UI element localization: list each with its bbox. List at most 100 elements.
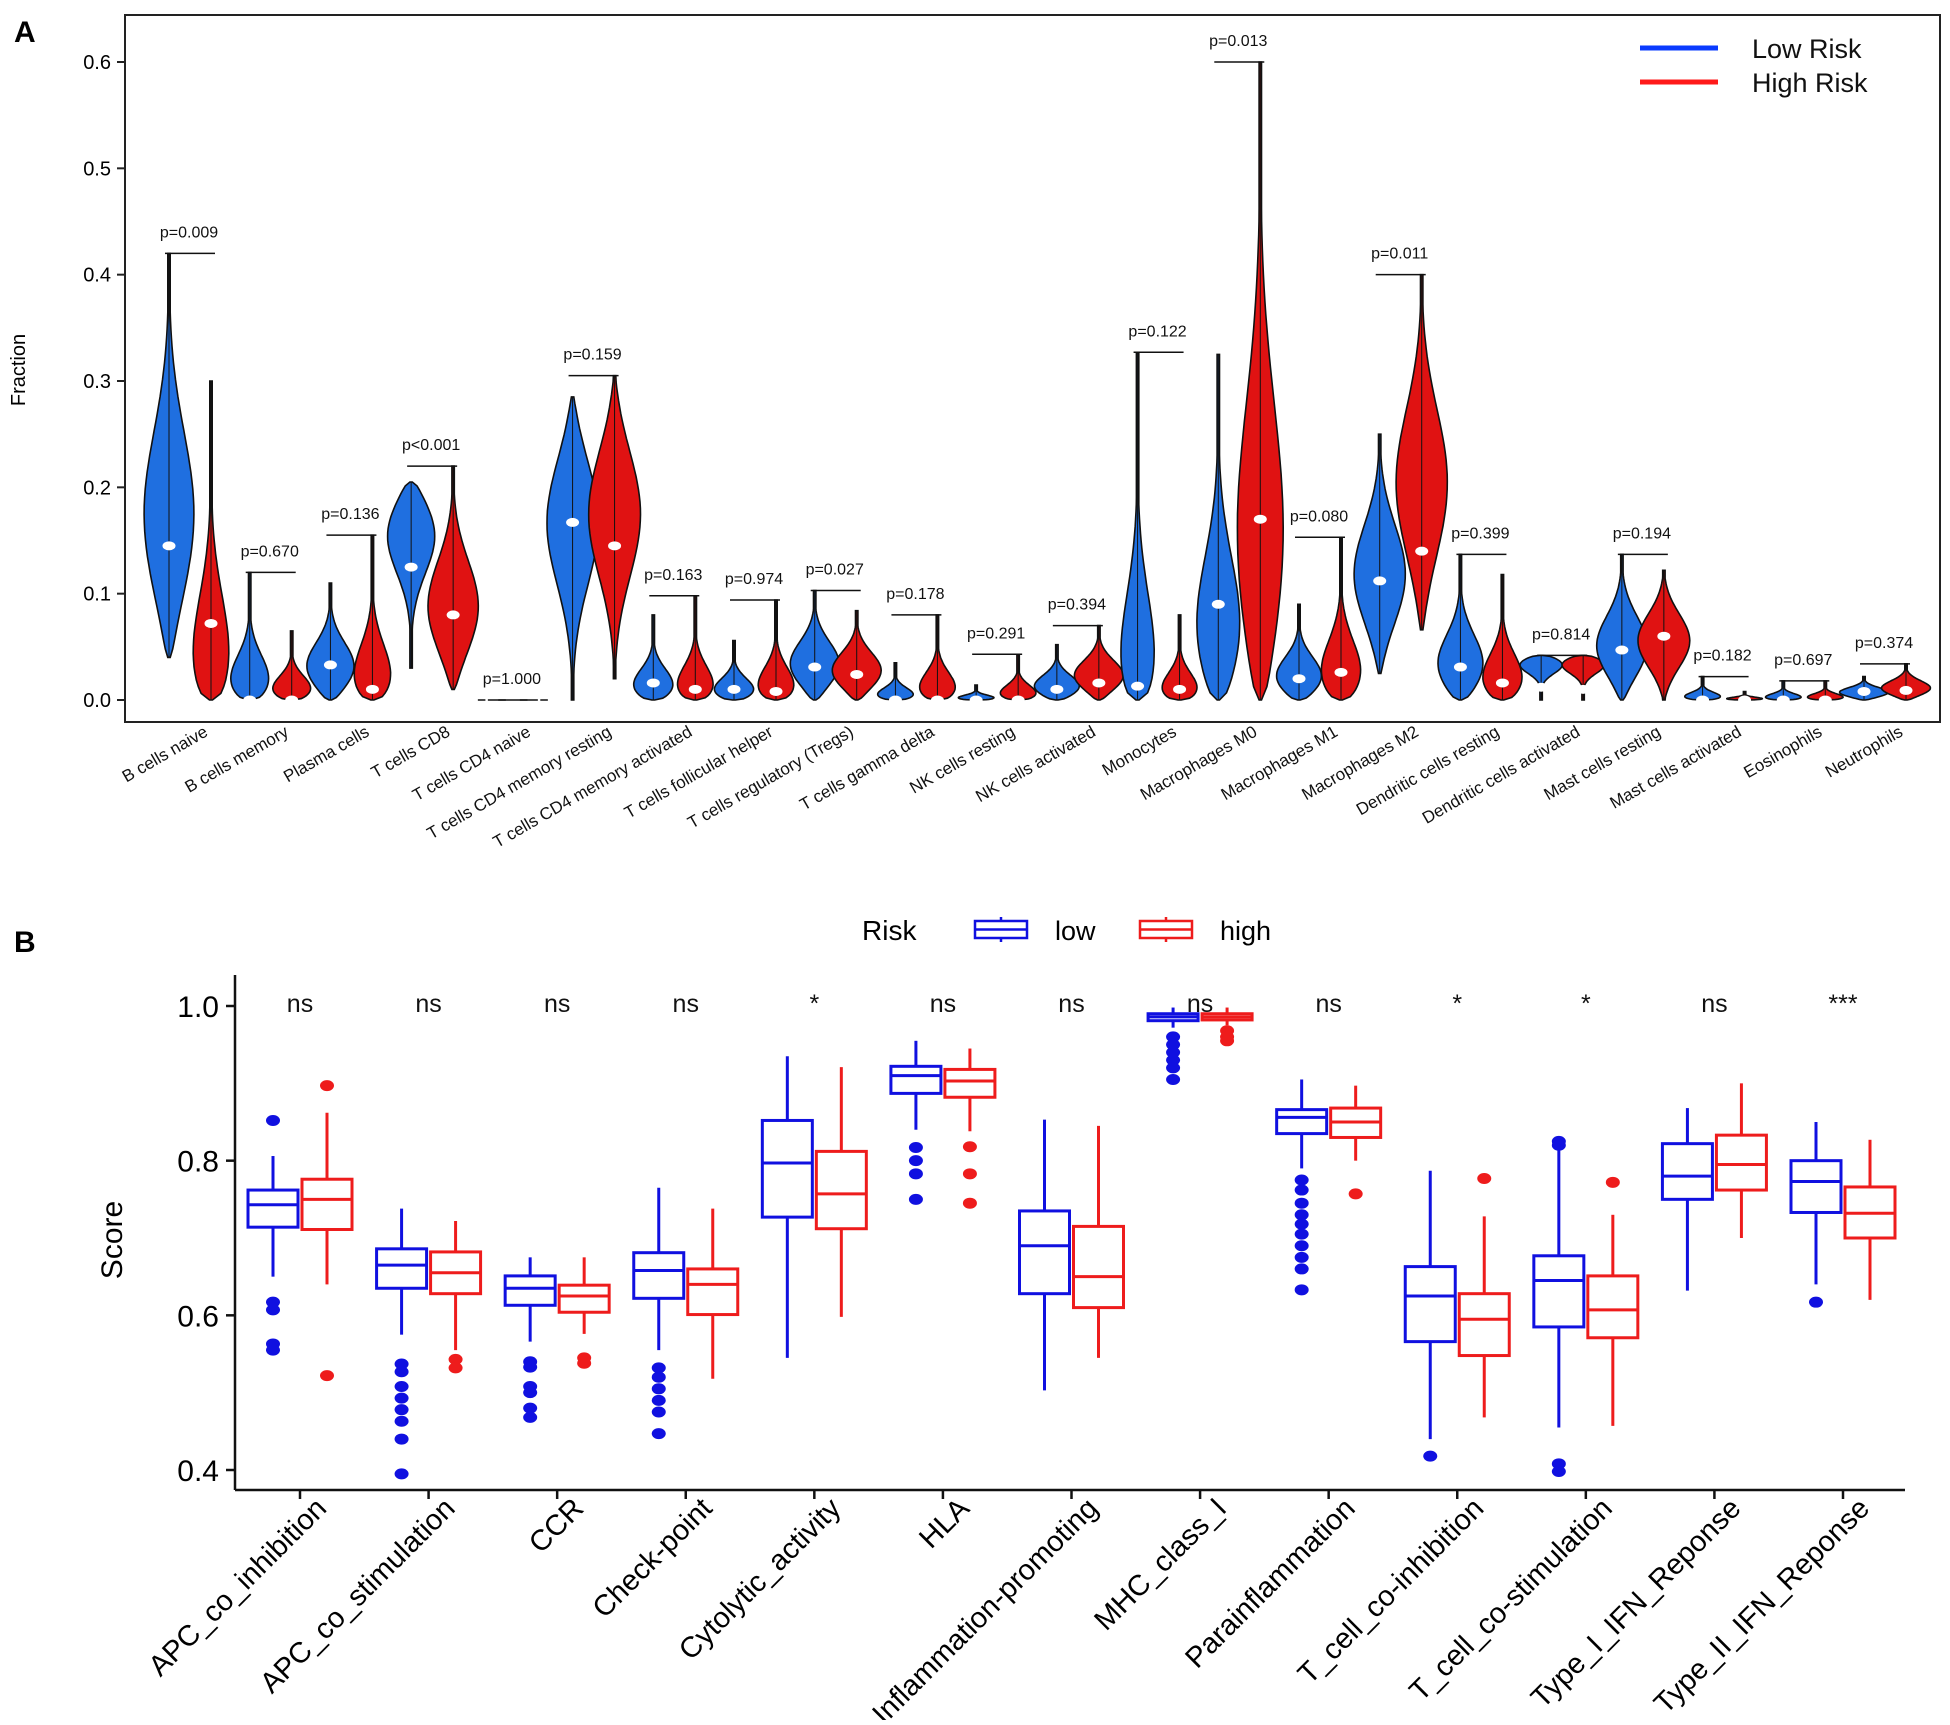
outlier-low-apc-co-stimulation: [394, 1358, 409, 1370]
outlier-low-ccr: [523, 1387, 538, 1399]
violin-high-median-t-cells-cd4-memory-resting: [608, 541, 622, 551]
violin-high-median-mast-cells-resting: [1657, 631, 1671, 641]
outlier-high-t-cell-co-inhibition: [1477, 1172, 1492, 1184]
violin-low-median-t-cells-regulatory-tregs: [808, 662, 822, 672]
violin-high-median-b-cells-naive: [204, 618, 218, 628]
outlier-high-apc-co-stimulation: [448, 1362, 463, 1374]
y-axis-label-b: Score: [96, 1201, 129, 1279]
outlier-low-mhc-class-i: [1166, 1054, 1181, 1066]
p-value-t-cells-follicular-helper: p=0.974: [725, 571, 783, 588]
outlier-low-apc-co-stimulation: [394, 1468, 409, 1480]
outlier-high-t-cell-co-stimulation: [1605, 1176, 1620, 1188]
y-axis-label: Fraction: [8, 334, 30, 406]
box-low-type-ii-ifn-reponse: [1789, 1159, 1843, 1214]
outlier-low-mhc-class-i: [1166, 1073, 1181, 1085]
y-tick-label-b: 0.6: [177, 1300, 219, 1333]
p-value-b-cells-naive: p=0.009: [160, 224, 218, 241]
box-low-apc-co-inhibition: [246, 1188, 300, 1229]
p-value-macrophages-m1: p=0.080: [1290, 508, 1348, 525]
box-low-check-point: [632, 1251, 686, 1300]
violin-low-median-t-cells-cd8: [404, 562, 418, 572]
significance-inflammation-promoting: ns: [1058, 990, 1084, 1018]
outlier-high-hla: [962, 1197, 977, 1209]
p-value-macrophages-m0: p=0.013: [1209, 33, 1267, 50]
y-tick-label-b: 0.4: [177, 1455, 219, 1488]
outlier-high-apc-co-inhibition: [320, 1370, 334, 1382]
outlier-low-apc-co-stimulation: [394, 1366, 409, 1378]
box-low-t-cell-co-inhibition: [1403, 1265, 1457, 1344]
violin-high-median-t-cells-cd4-memory-activated: [688, 684, 702, 694]
violin-high-median-t-cells-cd8: [446, 610, 460, 620]
box-low-inflammation-promoting: [1018, 1209, 1071, 1296]
violin-high-median-dendritic-cells-activated: [1576, 684, 1590, 694]
outlier-low-t-cell-co-inhibition: [1423, 1450, 1438, 1462]
significance-parainflammation: ns: [1315, 990, 1341, 1018]
violin-low-median-mast-cells-resting: [1615, 645, 1629, 655]
significance-type-ii-ifn-reponse: ***: [1828, 990, 1857, 1018]
violin-low-median-t-cells-cd4-memory-activated: [646, 678, 660, 688]
outlier-low-mhc-class-i: [1166, 1046, 1181, 1058]
outlier-low-hla: [908, 1193, 923, 1205]
p-value-t-cells-cd4-naive: p=1.000: [483, 671, 541, 688]
p-value-dendritic-cells-resting: p=0.399: [1451, 525, 1509, 542]
p-value-macrophages-m2: p=0.011: [1371, 246, 1428, 263]
outlier-low-apc-co-inhibition: [266, 1296, 280, 1308]
outlier-low-apc-co-inhibition: [266, 1304, 280, 1316]
p-value-nk-cells-resting: p=0.291: [967, 625, 1025, 642]
x-tick-label-b: Inflammation-promoting: [866, 1492, 1104, 1720]
violin-high-median-t-cells-regulatory-tregs: [850, 669, 864, 679]
outlier-low-ccr: [523, 1361, 538, 1373]
outlier-low-check-point: [651, 1428, 666, 1440]
legend-label-low-risk: Low Risk: [1752, 34, 1862, 64]
violin-high-median-monocytes: [1173, 684, 1187, 694]
outlier-low-check-point: [651, 1371, 666, 1383]
outlier-low-parainflammation: [1294, 1184, 1309, 1196]
violin-low-median-dendritic-cells-activated: [1534, 682, 1548, 692]
outlier-high-hla: [962, 1141, 977, 1153]
outlier-low-check-point: [651, 1383, 666, 1395]
significance-type-i-ifn-reponse: ns: [1701, 990, 1727, 1018]
outlier-low-mhc-class-i: [1166, 1031, 1181, 1043]
legend-label-low: low: [1055, 916, 1096, 946]
violin-high-median-mast-cells-activated: [1738, 695, 1752, 705]
violin-high-median-macrophages-m0: [1253, 514, 1267, 524]
p-value-plasma-cells: p=0.136: [321, 506, 379, 523]
outlier-low-parainflammation: [1294, 1174, 1309, 1186]
violin-high-median-eosinophils: [1818, 695, 1832, 705]
outlier-low-hla: [908, 1168, 923, 1180]
box-high-apc-co-inhibition: [300, 1177, 354, 1231]
outlier-low-ccr: [523, 1411, 538, 1423]
p-value-b-cells-memory: p=0.670: [241, 543, 299, 560]
outlier-low-t-cell-co-stimulation: [1551, 1139, 1566, 1151]
x-tick-label: Plasma cells: [280, 722, 372, 786]
outlier-low-apc-co-stimulation: [394, 1415, 409, 1427]
violin-low-median-nk-cells-resting: [969, 695, 983, 705]
significance-hla: ns: [930, 990, 956, 1018]
violin-low-median-mast-cells-activated: [1696, 695, 1710, 705]
p-value-t-cells-cd8: p<0.001: [402, 437, 460, 454]
outlier-low-apc-co-stimulation: [394, 1433, 409, 1445]
violin-high-median-t-cells-gamma-delta: [930, 695, 944, 705]
violin-high-median-macrophages-m1: [1334, 667, 1348, 677]
p-value-nk-cells-activated: p=0.394: [1048, 597, 1106, 614]
outlier-low-apc-co-inhibition: [266, 1344, 280, 1356]
p-value-t-cells-gamma-delta: p=0.178: [886, 586, 944, 603]
violin-low-median-nk-cells-activated: [1050, 684, 1064, 694]
legend-title: Risk: [862, 915, 917, 946]
violin-low-median-dendritic-cells-resting: [1453, 662, 1467, 672]
violin-high-median-nk-cells-activated: [1092, 678, 1106, 688]
panel-b-letter: B: [14, 926, 36, 959]
violin-low-median-t-cells-gamma-delta: [888, 695, 902, 705]
significance-apc-co-inhibition: ns: [287, 990, 313, 1018]
outlier-low-hla: [908, 1142, 923, 1154]
box-high-type-i-ifn-reponse: [1714, 1133, 1768, 1192]
outlier-high-ccr: [577, 1357, 592, 1369]
significance-ccr: ns: [544, 990, 570, 1018]
outlier-low-apc-co-stimulation: [394, 1404, 409, 1416]
outlier-high-hla: [962, 1168, 977, 1180]
violin-low-median-neutrophils: [1857, 686, 1871, 696]
outlier-low-t-cell-co-stimulation: [1551, 1466, 1566, 1478]
outlier-low-check-point: [651, 1362, 666, 1374]
y-tick-label: 0.1: [83, 584, 111, 606]
